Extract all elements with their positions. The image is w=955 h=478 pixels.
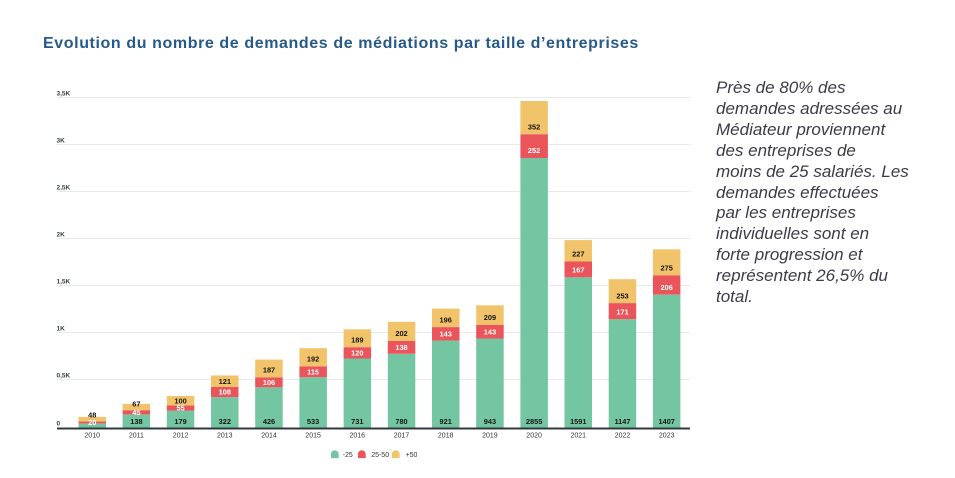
svg-text:921: 921 (440, 417, 452, 426)
svg-text:322: 322 (219, 417, 231, 426)
svg-text:731: 731 (351, 417, 363, 426)
svg-text:2016: 2016 (350, 433, 366, 440)
svg-text:253: 253 (616, 291, 628, 300)
svg-text:196: 196 (440, 315, 452, 324)
svg-text:55: 55 (176, 404, 184, 413)
svg-text:120: 120 (351, 348, 363, 357)
svg-text:352: 352 (528, 122, 540, 131)
svg-text:48: 48 (88, 411, 96, 420)
svg-text:179: 179 (174, 417, 186, 426)
svg-text:2022: 2022 (615, 433, 631, 440)
svg-text:67: 67 (132, 400, 140, 409)
svg-text:2011: 2011 (129, 433, 144, 440)
svg-text:167: 167 (572, 266, 584, 275)
svg-text:143: 143 (440, 329, 452, 338)
svg-text:227: 227 (572, 250, 584, 259)
svg-text:187: 187 (263, 366, 275, 375)
svg-text:20: 20 (88, 418, 96, 427)
svg-text:209: 209 (484, 313, 496, 322)
svg-text:2014: 2014 (261, 433, 277, 440)
svg-text:0: 0 (57, 421, 61, 428)
svg-text:108: 108 (219, 388, 231, 397)
svg-text:45: 45 (132, 408, 140, 417)
svg-text:1591: 1591 (570, 417, 586, 426)
svg-text:1147: 1147 (614, 417, 630, 426)
svg-text:533: 533 (307, 417, 319, 426)
svg-text:2010: 2010 (84, 433, 100, 440)
svg-text:1K: 1K (57, 326, 66, 333)
svg-text:2019: 2019 (482, 433, 498, 440)
svg-text:106: 106 (263, 378, 275, 387)
svg-text:0,5K: 0,5K (57, 373, 71, 380)
svg-text:275: 275 (661, 263, 673, 272)
svg-text:2021: 2021 (571, 433, 587, 440)
svg-text:252: 252 (528, 146, 540, 155)
svg-text:189: 189 (351, 335, 363, 344)
svg-text:780: 780 (395, 417, 407, 426)
svg-text:206: 206 (661, 283, 673, 292)
svg-text:2017: 2017 (394, 433, 410, 440)
svg-text:138: 138 (395, 343, 407, 352)
svg-text:121: 121 (219, 377, 231, 386)
svg-text:25-50: 25-50 (371, 452, 389, 459)
svg-text:100: 100 (174, 396, 186, 405)
svg-text:3,5K: 3,5K (57, 91, 71, 98)
svg-text:426: 426 (263, 417, 275, 426)
svg-text:3K: 3K (57, 138, 66, 145)
svg-text:1407: 1407 (658, 417, 674, 426)
svg-text:2855: 2855 (526, 417, 542, 426)
svg-text:2K: 2K (57, 232, 66, 239)
svg-text:2020: 2020 (526, 433, 542, 440)
svg-text:943: 943 (484, 417, 496, 426)
svg-text:1,5K: 1,5K (57, 279, 71, 286)
svg-text:2013: 2013 (217, 433, 233, 440)
svg-text:+50: +50 (406, 452, 418, 459)
svg-text:171: 171 (616, 307, 628, 316)
svg-text:192: 192 (307, 355, 319, 364)
svg-text:138: 138 (130, 417, 142, 426)
svg-text:2012: 2012 (173, 433, 189, 440)
svg-text:2015: 2015 (305, 433, 321, 440)
svg-text:202: 202 (395, 329, 407, 338)
svg-text:143: 143 (484, 327, 496, 336)
svg-text:2,5K: 2,5K (57, 185, 71, 192)
svg-text:115: 115 (307, 367, 319, 376)
svg-text:2023: 2023 (659, 433, 675, 440)
svg-text:-25: -25 (343, 452, 353, 459)
svg-text:2018: 2018 (438, 433, 454, 440)
